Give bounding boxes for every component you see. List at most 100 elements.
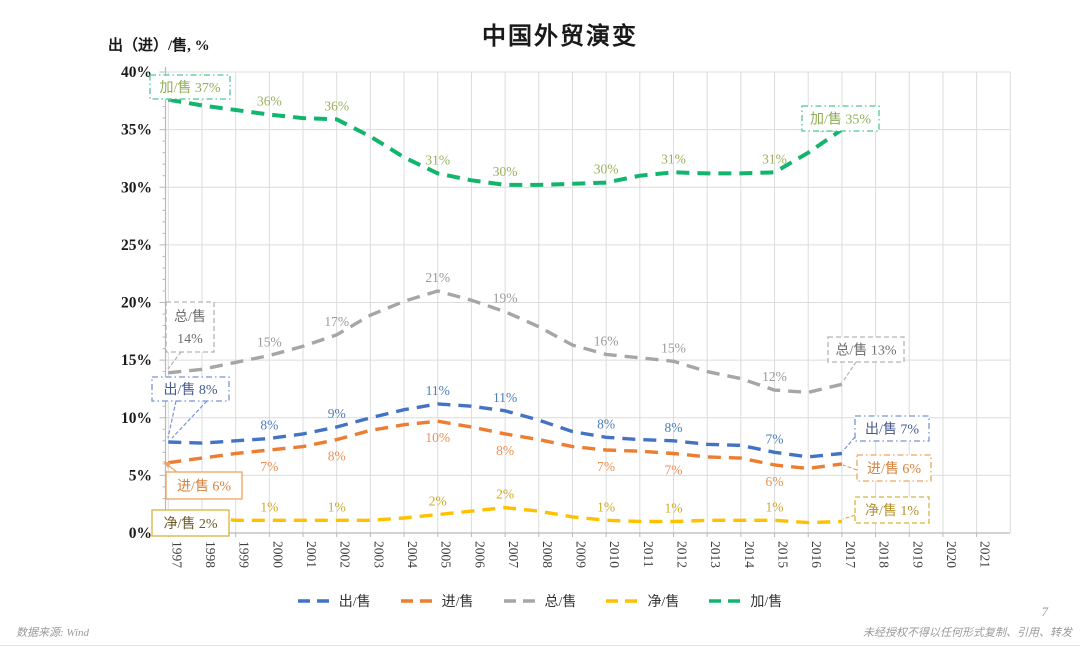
point-label-net: 1% xyxy=(597,499,615,514)
annotation-text: 进/售 6% xyxy=(177,479,231,495)
x-year-label: 2015 xyxy=(776,541,791,568)
x-year-label: 2000 xyxy=(270,541,285,568)
annotation-box xyxy=(801,105,880,132)
annotation-leader xyxy=(167,400,177,439)
x-year-label: 2014 xyxy=(742,541,757,568)
point-label-import: 6% xyxy=(766,474,784,489)
x-year-label: 2016 xyxy=(809,541,824,568)
legend-label: 总/售 xyxy=(544,595,577,610)
annotation-box xyxy=(151,509,230,537)
point-label-sum: 30% xyxy=(493,164,518,179)
point-label-sum: 30% xyxy=(594,162,619,177)
x-year-label: 2013 xyxy=(708,541,723,568)
x-year-label: 2020 xyxy=(944,541,959,568)
point-label-net: 1% xyxy=(665,500,683,515)
x-year-label: 1998 xyxy=(203,541,218,568)
point-label-sum: 31% xyxy=(661,151,686,166)
annotation-text: 14% xyxy=(177,332,203,347)
x-year-label: 2007 xyxy=(506,541,521,568)
y-tick-label: 20% xyxy=(121,295,152,312)
series-line-import xyxy=(168,419,843,471)
point-label-total: 15% xyxy=(661,340,686,355)
y-tick-label: 10% xyxy=(121,410,152,427)
annotation-box xyxy=(827,336,905,363)
point-label-total: 19% xyxy=(493,291,518,306)
x-year-label: 2006 xyxy=(472,541,487,568)
x-year-label: 2009 xyxy=(573,541,588,568)
annotation-box xyxy=(854,415,930,442)
y-tick-label: 35% xyxy=(121,122,152,139)
y-tick-label: 40% xyxy=(121,64,152,81)
y-tick-label: 25% xyxy=(121,237,152,254)
legend-label: 加/售 xyxy=(750,595,783,610)
point-label-import: 7% xyxy=(260,459,278,474)
point-label-total: 17% xyxy=(324,314,349,329)
x-year-label: 2005 xyxy=(439,541,454,568)
page-number: 7 xyxy=(1041,604,1049,619)
point-label-import: 8% xyxy=(496,443,514,458)
x-year-label: 2003 xyxy=(371,541,386,568)
x-year-label: 2019 xyxy=(910,541,925,568)
point-label-net: 1% xyxy=(766,499,784,514)
x-year-label: 2017 xyxy=(843,541,858,568)
point-label-import: 7% xyxy=(597,459,615,474)
series-line-export xyxy=(168,402,843,459)
x-year-label: 2011 xyxy=(641,541,656,568)
annotation-box xyxy=(165,301,215,353)
legend-line-swatch xyxy=(503,599,538,603)
point-label-sum: 31% xyxy=(425,152,450,167)
annotation-leader xyxy=(842,514,856,520)
legend-item-4: 加/售 xyxy=(709,591,782,611)
legend-line-swatch xyxy=(709,599,744,603)
annotation-text: 净/售 1% xyxy=(865,503,919,519)
legend-label: 出/售 xyxy=(338,595,371,610)
annotation-arrowhead xyxy=(163,461,171,468)
annotation-leader xyxy=(167,351,182,370)
x-year-label: 2021 xyxy=(978,541,993,568)
annotation-text: 总/售 13% xyxy=(835,343,896,359)
annotation-leader xyxy=(167,98,173,104)
point-label-export: 11% xyxy=(493,390,517,405)
point-label-sum: 31% xyxy=(762,151,787,166)
y-tick-label: 5% xyxy=(129,467,152,484)
chart-title: 中国外贸演变 xyxy=(482,24,638,50)
point-label-sum: 36% xyxy=(257,94,282,109)
annotation-box xyxy=(165,471,243,500)
point-label-net: 1% xyxy=(260,499,278,514)
annotation-box xyxy=(149,74,231,100)
legend-label: 进/售 xyxy=(441,595,474,610)
annotation-leader xyxy=(842,464,858,471)
x-year-label: 2018 xyxy=(877,541,892,568)
annotation-leader xyxy=(842,436,856,452)
chart-legend: 出/售 进/售 总/售 净/售 加/售 xyxy=(0,591,1080,611)
point-label-export: 9% xyxy=(328,406,346,421)
disclaimer-note: 未经授权不得以任何形式复制、引用、转发 xyxy=(863,627,1072,639)
legend-item-1: 进/售 xyxy=(400,591,474,611)
legend-item-2: 总/售 xyxy=(503,591,577,611)
point-label-export: 7% xyxy=(766,431,784,446)
x-year-label: 2012 xyxy=(675,541,690,568)
annotation-box xyxy=(854,496,930,524)
annotation-text: 净/售 2% xyxy=(163,516,217,532)
point-label-export: 8% xyxy=(260,417,278,432)
annotation-text: 加/售 37% xyxy=(159,80,220,96)
point-label-import: 8% xyxy=(328,449,346,464)
legend-line-swatch xyxy=(606,599,641,603)
legend-line-swatch xyxy=(297,599,332,603)
annotation-leader xyxy=(171,400,208,439)
point-label-net: 1% xyxy=(328,499,346,514)
x-year-label: 2001 xyxy=(304,541,319,568)
point-label-import: 10% xyxy=(425,430,450,445)
x-year-label: 1997 xyxy=(169,541,184,568)
point-label-net: 2% xyxy=(496,487,514,502)
point-label-net: 2% xyxy=(429,494,447,509)
x-year-label: 1999 xyxy=(237,541,252,568)
x-year-label: 2002 xyxy=(338,541,353,568)
point-label-total: 16% xyxy=(594,333,619,348)
point-label-total: 15% xyxy=(257,335,282,350)
series-line-net xyxy=(168,505,842,525)
legend-label: 净/售 xyxy=(647,595,680,610)
annotation-box xyxy=(856,454,932,482)
